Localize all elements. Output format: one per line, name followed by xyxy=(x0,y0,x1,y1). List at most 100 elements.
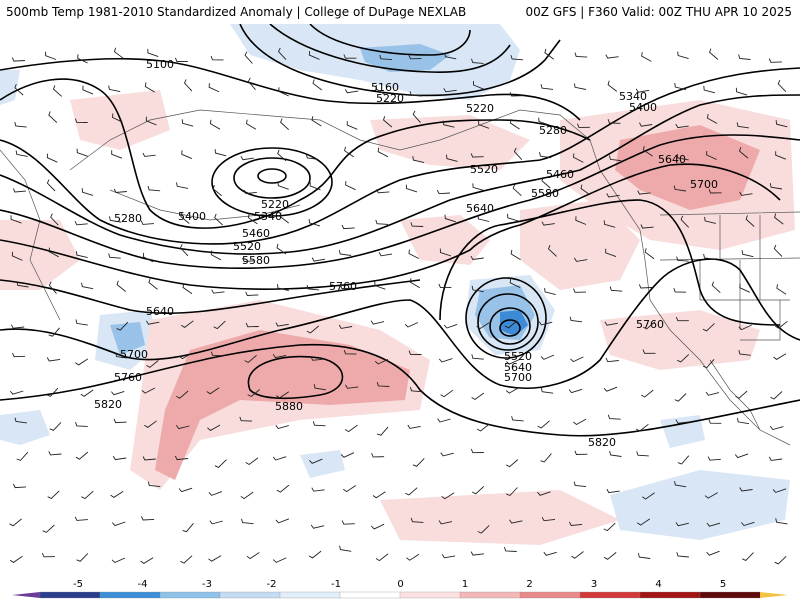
wind-barb xyxy=(774,213,784,225)
wind-barb xyxy=(739,283,750,293)
wind-barb xyxy=(674,481,687,488)
wind-barb xyxy=(374,281,386,290)
wind-barb xyxy=(477,214,490,222)
wind-barb xyxy=(75,251,88,259)
wind-barb xyxy=(77,54,88,64)
wind-barb xyxy=(309,181,321,191)
contour-label: 5760 xyxy=(114,371,142,384)
wind-barb xyxy=(14,83,24,96)
wind-barb xyxy=(509,92,523,97)
contour-line xyxy=(439,199,781,326)
wind-barb xyxy=(769,183,783,190)
wind-barb xyxy=(176,390,189,399)
wind-barb xyxy=(179,244,189,257)
wind-barb xyxy=(46,153,58,163)
wind-barb xyxy=(568,521,583,526)
closed-low-contour xyxy=(233,157,311,199)
wind-barb xyxy=(147,481,161,488)
wind-barb xyxy=(476,423,490,432)
west-coastline xyxy=(589,139,791,446)
wind-barb xyxy=(770,426,784,431)
cold-anomaly-region xyxy=(660,415,705,448)
contour-label: 5640 xyxy=(146,305,174,318)
wind-barb xyxy=(206,387,220,395)
wind-barb xyxy=(376,426,389,436)
wind-barb xyxy=(276,243,287,255)
wind-barb xyxy=(12,352,26,358)
wind-barb xyxy=(339,284,353,289)
wind-barb xyxy=(116,321,129,331)
wind-barb xyxy=(311,116,322,127)
wind-barb xyxy=(47,490,60,499)
wind-barb xyxy=(741,521,755,527)
wind-barb xyxy=(214,149,227,157)
wind-barb xyxy=(675,123,689,129)
wind-barb xyxy=(573,481,587,488)
wind-barb xyxy=(210,351,224,357)
wind-barb xyxy=(478,120,490,129)
warm-anomaly-core xyxy=(615,125,760,210)
contour-label: 5640 xyxy=(504,361,532,374)
wind-barb xyxy=(745,215,755,227)
wind-barb xyxy=(246,119,257,130)
wind-barb xyxy=(12,188,26,193)
wind-barb xyxy=(148,278,158,290)
contour-label: 5640 xyxy=(466,202,494,215)
wind-barb xyxy=(540,84,554,90)
wind-barb xyxy=(310,356,324,361)
wind-barb xyxy=(741,250,754,258)
wind-barb xyxy=(144,420,157,428)
wind-barb xyxy=(438,283,452,289)
wind-barb xyxy=(408,54,422,60)
wind-barb xyxy=(244,354,257,364)
wind-barb xyxy=(471,285,484,293)
wind-barb xyxy=(376,381,390,387)
wind-barb xyxy=(412,156,425,164)
wind-barb xyxy=(41,552,55,558)
warm-anomaly-region xyxy=(370,115,530,170)
wind-barb xyxy=(477,525,490,534)
wind-barb xyxy=(346,121,358,130)
wind-barb xyxy=(470,448,484,454)
wind-barb xyxy=(473,81,484,90)
wind-barb xyxy=(277,149,287,162)
wind-barb xyxy=(211,289,225,294)
wind-barb xyxy=(210,250,222,261)
wind-barb xyxy=(111,390,125,396)
wind-barb xyxy=(309,458,323,464)
wind-barb xyxy=(674,82,687,91)
wind-barb xyxy=(573,288,587,293)
wind-barb xyxy=(576,123,590,128)
wind-barb xyxy=(676,354,690,363)
colorbar-tick-label: 1 xyxy=(462,579,468,590)
wind-barb xyxy=(345,384,359,389)
wind-barb xyxy=(375,84,386,96)
wind-barb xyxy=(742,552,754,561)
wind-barb xyxy=(410,517,424,523)
asia-coastline xyxy=(0,149,61,321)
contour-line xyxy=(0,343,800,437)
wind-barb xyxy=(412,458,425,467)
wind-barb xyxy=(82,85,94,95)
wind-barb xyxy=(704,492,718,499)
contour-label: 5100 xyxy=(146,58,174,71)
wind-barb xyxy=(109,216,122,223)
wind-barb xyxy=(471,392,485,401)
wind-barb xyxy=(677,51,689,60)
wind-barb xyxy=(108,253,121,259)
wind-barb xyxy=(772,488,787,493)
colorbar-swatch xyxy=(159,591,221,599)
contour-label: 5160 xyxy=(371,81,399,94)
wind-barb xyxy=(345,181,356,191)
colorbar-tick-label: 4 xyxy=(655,579,661,590)
wind-barb xyxy=(773,353,787,360)
wind-barb xyxy=(208,491,223,496)
wind-barb xyxy=(308,51,320,60)
wind-barb xyxy=(145,116,157,126)
wind-barb xyxy=(372,491,386,499)
colorbar-tick-labels: -5 -4 -3 -2 -1 0 1 2 3 4 5 xyxy=(73,579,726,590)
wind-barb xyxy=(208,83,220,93)
contour-label: 5760 xyxy=(329,280,357,293)
wind-barb xyxy=(15,150,28,157)
contour-label: 5400 xyxy=(629,101,657,114)
